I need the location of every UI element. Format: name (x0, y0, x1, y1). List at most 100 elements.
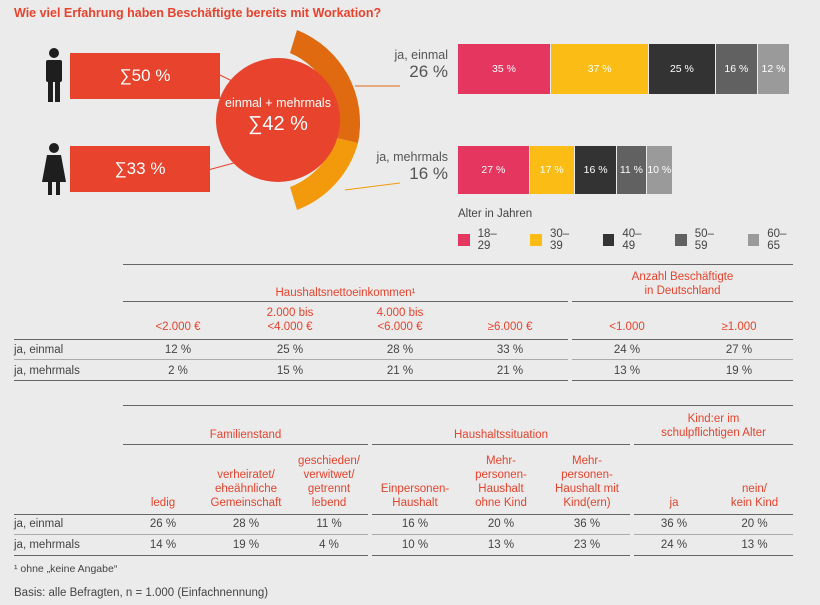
male-icon (46, 48, 62, 102)
circle-label: einmal + mehrmals ∑42 % (216, 96, 340, 136)
legend-label: 50–59 (694, 228, 714, 252)
table2-cell: 13 % (741, 539, 768, 551)
infographic-left (42, 30, 401, 210)
table-rule (14, 555, 368, 556)
table-rule (634, 514, 793, 515)
table1-cell: 12 % (164, 344, 192, 356)
col-header-line: <1.000 (609, 321, 645, 333)
col-header-line: nein/ (742, 483, 767, 495)
col-header-line: Gemeinschaft (210, 497, 282, 509)
table-rule (14, 534, 368, 535)
legend-label: 30–39 (549, 228, 570, 252)
bar-segment-50–59: 16 % (715, 44, 759, 94)
table-rule (572, 301, 793, 302)
table-rule (572, 380, 793, 381)
col-header-line: Einpersonen- (380, 483, 450, 495)
table1-cell: 33 % (496, 344, 524, 356)
stacked-bar: 27 % 17 % 16 % 11 % 10 % (458, 146, 674, 194)
table2-col-header: verheiratet/eheähnliche Gemeinschaft (203, 468, 289, 510)
table-rule (123, 444, 368, 445)
table2-cell: 20 % (741, 518, 768, 530)
table-rule (572, 339, 793, 340)
circle-line1: einmal + mehrmals (225, 96, 331, 110)
circle-line2: ∑42 % (248, 113, 308, 135)
col-header-line: kein Kind (730, 497, 779, 509)
col-header-line: ja (669, 497, 679, 509)
bar-segment-30–39: 37 % (550, 44, 650, 94)
table1-cell: 15 % (276, 365, 304, 377)
table2-cell: 11 % (316, 518, 342, 530)
table1-group-employees: Anzahl Beschäftigte in Deutschland (572, 270, 793, 298)
col-header-line: verheiratet/ (217, 469, 275, 481)
table-rule (372, 534, 630, 535)
legend-item: 50–59 (675, 228, 725, 252)
table2-cell: 10 % (401, 539, 429, 551)
connector-line (344, 182, 401, 191)
col-header-line: Mehr- (571, 455, 603, 467)
table2-row-label: ja, mehrmals (14, 539, 80, 551)
table1-col-header: 2.000 bis <4.000 € (235, 306, 345, 334)
table1-row-label: ja, mehrmals (14, 365, 80, 377)
table2-col-header: Mehr-personen- Haushalt ohne Kind (458, 454, 544, 510)
table2-col-header: nein/kein Kind (716, 482, 793, 510)
table-rule (14, 339, 568, 340)
bar-segment-40–49: 25 % (649, 44, 716, 94)
table1-col-header: ≥1.000 (684, 306, 794, 334)
female-value-box: ∑33 % (70, 146, 210, 192)
table1-cell: 27 % (725, 344, 753, 356)
legend-swatch (530, 234, 542, 246)
col-header-line: 2.000 bis (266, 307, 314, 319)
table2-cell: 19 % (232, 539, 260, 551)
table1-cell: 28 % (386, 344, 414, 356)
table2-cell: 36 % (660, 518, 688, 530)
table1-col-header: 4.000 bis <6.000 € (345, 306, 455, 334)
table-rule (634, 555, 793, 556)
table1-cell: 25 % (276, 344, 304, 356)
table1-group-employees-l2: in Deutschland (644, 285, 721, 297)
table-rule (372, 444, 630, 445)
table1-row-label: ja, einmal (14, 344, 64, 356)
col-header-line: Kind(ern) (563, 497, 611, 509)
col-header-line: verwitwet/ (303, 469, 355, 481)
col-header-line (123, 306, 233, 320)
col-header-line: ≥6.000 € (487, 321, 533, 333)
table2-cell: 13 % (487, 539, 515, 551)
table-rule (572, 359, 793, 360)
row-percent: 26 % (409, 62, 448, 81)
col-header-line: getrennt (307, 483, 351, 495)
col-header-line: <4.000 € (267, 321, 313, 333)
legend: 18–29 30–39 40–49 50–59 60–65 (458, 228, 820, 252)
legend-title: Alter in Jahren (458, 208, 533, 220)
col-header-line: personen- (561, 469, 613, 481)
legend-swatch (747, 234, 760, 246)
table1-cell: 21 % (496, 365, 524, 377)
female-icon (42, 143, 66, 195)
table1-group-income: Haushaltsnettoeinkommen¹ (275, 287, 416, 299)
table2-row-label: ja, einmal (14, 518, 64, 530)
table2-group-children: Kind:er im schulpflichtigen Alter (634, 412, 793, 440)
legend-swatch (675, 234, 687, 246)
col-header-line: 4.000 bis (376, 307, 424, 319)
bar-segment-30–39: 17 % (529, 146, 575, 194)
legend-item: 60–65 (747, 228, 798, 252)
legend-item: 18–29 (458, 228, 508, 252)
col-header-line (572, 306, 682, 320)
table2-cell: 14 % (149, 539, 177, 551)
table1-cell: 2 % (168, 365, 188, 377)
table1-cell: 24 % (613, 344, 641, 356)
row-percent: 16 % (409, 164, 448, 183)
table-rule (123, 405, 793, 406)
table2-cell: 26 % (149, 518, 177, 530)
legend-label: 18–29 (477, 228, 497, 252)
col-header-line: personen- (475, 469, 527, 481)
bar-segment-60–65: 12 % (758, 44, 790, 94)
row-label-mehrmals: ja, mehrmals 16 % (360, 150, 448, 184)
table1-cell: 13 % (613, 365, 641, 377)
table2-col-header: geschieden/verwitwet/getrennt lebend (290, 454, 368, 510)
table2-col-header: Einpersonen- Haushalt (372, 482, 458, 510)
table-rule (14, 380, 568, 381)
table1-col-header: <2.000 € (123, 306, 233, 334)
table2-group-children-l2: schulpflichtigen Alter (661, 427, 766, 439)
ring-mehrmals (290, 138, 358, 210)
legend-swatch (458, 234, 470, 246)
